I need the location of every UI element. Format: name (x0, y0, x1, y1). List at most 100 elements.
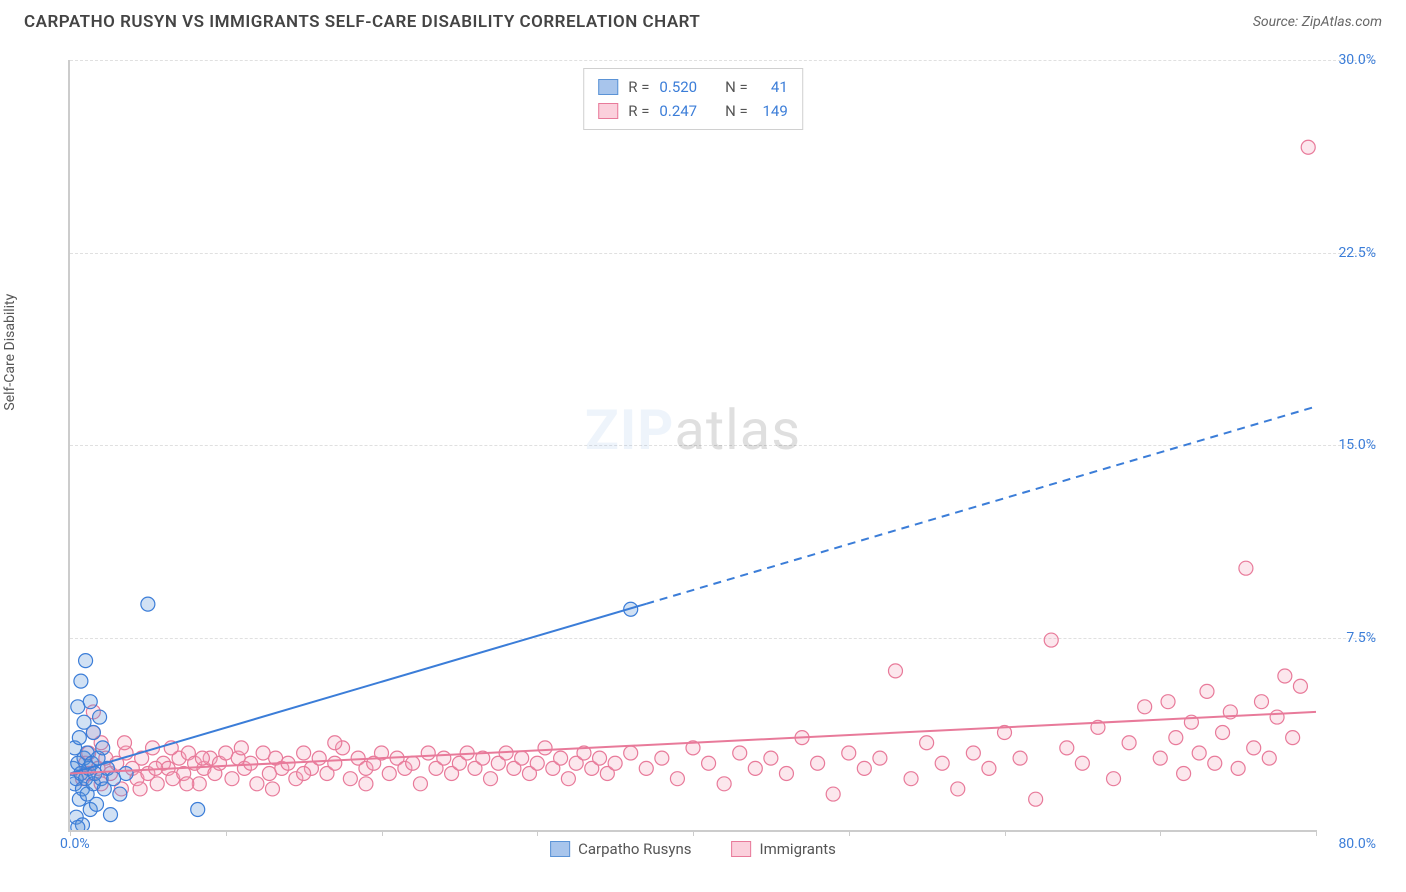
scatter-point (1138, 700, 1152, 714)
scatter-point (265, 782, 279, 796)
scatter-point (1216, 725, 1230, 739)
scatter-point (118, 736, 132, 750)
trend-line-solid (70, 604, 646, 774)
scatter-point (702, 756, 716, 770)
scatter-point (413, 777, 427, 791)
scatter-point (195, 751, 209, 765)
x-tick-mark (70, 830, 71, 836)
scatter-point (71, 820, 85, 830)
scatter-point (811, 756, 825, 770)
scatter-point (748, 761, 762, 775)
scatter-point (888, 664, 902, 678)
scatter-point (421, 746, 435, 760)
scatter-point (1013, 751, 1027, 765)
scatter-point (1278, 669, 1292, 683)
scatter-point (250, 777, 264, 791)
scatter-point (437, 751, 451, 765)
legend-row-series-1: R = 0.520 N = 41 (598, 75, 788, 99)
legend-item-2: Immigrants (732, 840, 836, 858)
scatter-point (328, 756, 342, 770)
n-label: N = (725, 99, 748, 123)
scatter-point (1029, 792, 1043, 806)
trend-line-dashed (646, 407, 1316, 604)
scatter-point (608, 756, 622, 770)
scatter-point (72, 731, 86, 745)
scatter-point (670, 772, 684, 786)
correlation-legend: R = 0.520 N = 41 R = 0.247 N = 149 (583, 68, 803, 130)
y-tick-label: 30.0% (1338, 52, 1376, 68)
scatter-point (150, 777, 164, 791)
scatter-point (1075, 756, 1089, 770)
chart-header: CARPATHO RUSYN VS IMMIGRANTS SELF-CARE D… (0, 0, 1406, 40)
scatter-point (359, 777, 373, 791)
scatter-point (484, 772, 498, 786)
x-tick-mark (1160, 830, 1161, 836)
scatter-point (1254, 695, 1268, 709)
source-attribution: Source: ZipAtlas.com (1253, 14, 1382, 30)
legend-swatch-2 (598, 103, 618, 119)
scatter-point (717, 777, 731, 791)
scatter-point (1060, 741, 1074, 755)
r-label: R = (628, 75, 649, 99)
scatter-point (1169, 731, 1183, 745)
scatter-point (966, 746, 980, 760)
x-tick-mark (1316, 830, 1317, 836)
scatter-point (1262, 751, 1276, 765)
scatter-point (244, 756, 258, 770)
legend-swatch-1 (598, 79, 618, 95)
x-tick-mark (537, 830, 538, 836)
scatter-point (764, 751, 778, 765)
legend-label-1: Carpatho Rusyns (578, 840, 691, 858)
scatter-point (982, 761, 996, 775)
scatter-point (733, 746, 747, 760)
n-label: N = (725, 75, 748, 99)
chart-title: CARPATHO RUSYN VS IMMIGRANTS SELF-CARE D… (24, 12, 700, 32)
scatter-point (561, 772, 575, 786)
scatter-point (180, 777, 194, 791)
scatter-point (1192, 746, 1206, 760)
scatter-point (79, 654, 93, 668)
r-label: R = (628, 99, 649, 123)
x-max-label: 80.0% (1338, 836, 1376, 852)
scatter-point (639, 761, 653, 775)
y-axis-label: Self-Care Disability (2, 294, 18, 411)
scatter-point (554, 751, 568, 765)
scatter-point (842, 746, 856, 760)
x-tick-mark (849, 830, 850, 836)
scatter-point (779, 767, 793, 781)
scatter-point (406, 756, 420, 770)
scatter-point (141, 597, 155, 611)
x-tick-mark (382, 830, 383, 836)
scatter-point (1293, 679, 1307, 693)
scatter-point (935, 756, 949, 770)
scatter-point (826, 787, 840, 801)
scatter-point (1044, 633, 1058, 647)
scatter-point (103, 808, 117, 822)
x-tick-mark (693, 830, 694, 836)
scatter-point (920, 736, 934, 750)
y-tick-label: 22.5% (1338, 245, 1376, 261)
scatter-point (873, 751, 887, 765)
scatter-point (382, 767, 396, 781)
scatter-point (593, 751, 607, 765)
scatter-point (1208, 756, 1222, 770)
scatter-point (624, 746, 638, 760)
scatter-point (538, 741, 552, 755)
scatter-point (119, 767, 133, 781)
y-tick-label: 15.0% (1338, 437, 1376, 453)
scatter-point (1270, 710, 1284, 724)
scatter-svg (70, 60, 1316, 830)
scatter-point (113, 787, 127, 801)
scatter-point (530, 756, 544, 770)
scatter-point (904, 772, 918, 786)
scatter-point (1286, 731, 1300, 745)
scatter-point (297, 746, 311, 760)
scatter-point (1231, 761, 1245, 775)
scatter-point (1122, 736, 1136, 750)
scatter-point (951, 782, 965, 796)
scatter-point (857, 761, 871, 775)
scatter-point (1301, 140, 1315, 154)
scatter-point (225, 772, 239, 786)
scatter-point (1153, 751, 1167, 765)
scatter-point (89, 797, 103, 811)
